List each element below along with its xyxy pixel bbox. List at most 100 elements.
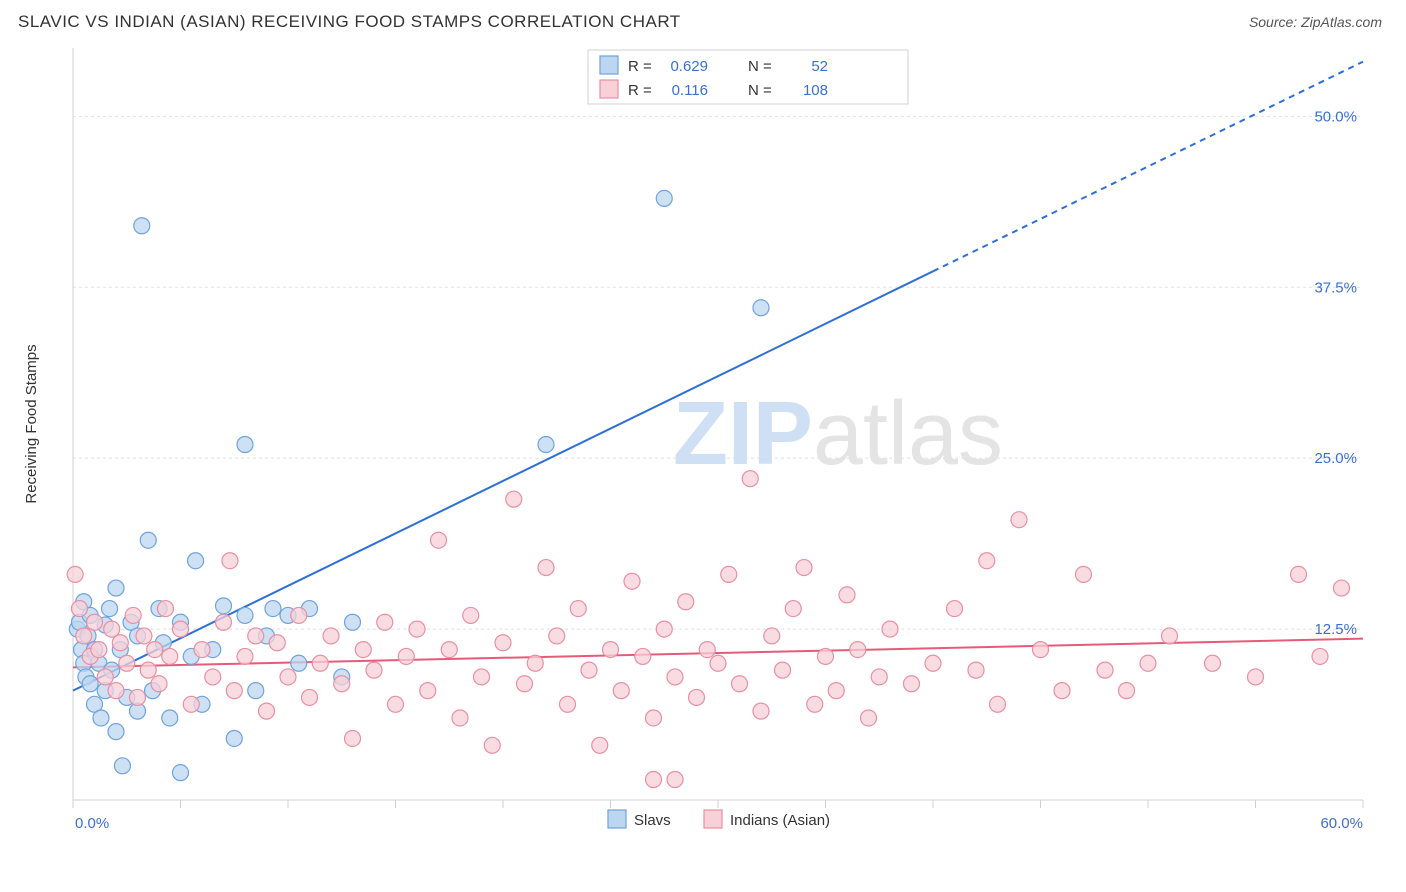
data-point — [136, 628, 152, 644]
data-point — [82, 676, 98, 692]
data-point — [222, 553, 238, 569]
data-point — [538, 437, 554, 453]
data-point — [904, 676, 920, 692]
data-point — [678, 594, 694, 610]
data-point — [291, 607, 307, 623]
data-point — [345, 614, 361, 630]
data-point — [108, 683, 124, 699]
data-point — [97, 669, 113, 685]
chart-source: Source: ZipAtlas.com — [1249, 14, 1382, 30]
watermark: ZIPatlas — [673, 384, 1003, 484]
data-point — [366, 662, 382, 678]
data-point — [603, 642, 619, 658]
data-point — [538, 560, 554, 576]
chart-container: 12.5%25.0%37.5%50.0%ZIPatlasReceiving Fo… — [18, 40, 1388, 870]
data-point — [581, 662, 597, 678]
data-point — [104, 621, 120, 637]
data-point — [850, 642, 866, 658]
chart-title: SLAVIC VS INDIAN (ASIAN) RECEIVING FOOD … — [18, 12, 681, 32]
data-point — [807, 696, 823, 712]
data-point — [265, 601, 281, 617]
data-point — [248, 628, 264, 644]
data-point — [1097, 662, 1113, 678]
data-point — [796, 560, 812, 576]
data-point — [764, 628, 780, 644]
data-point — [76, 628, 92, 644]
data-point — [183, 696, 199, 712]
data-point — [114, 758, 130, 774]
legend-n-label: N = — [748, 82, 772, 99]
data-point — [495, 635, 511, 651]
data-point — [474, 669, 490, 685]
data-point — [323, 628, 339, 644]
legend-swatch — [608, 810, 626, 828]
data-point — [925, 655, 941, 671]
y-tick-label: 50.0% — [1314, 108, 1357, 125]
data-point — [345, 730, 361, 746]
data-point — [656, 621, 672, 637]
data-point — [1312, 648, 1328, 664]
data-point — [355, 642, 371, 658]
data-point — [441, 642, 457, 658]
data-point — [742, 471, 758, 487]
correlation-scatter-chart: 12.5%25.0%37.5%50.0%ZIPatlasReceiving Fo… — [18, 40, 1388, 870]
legend-n-value: 52 — [811, 58, 828, 75]
data-point — [248, 683, 264, 699]
data-point — [216, 598, 232, 614]
data-point — [710, 655, 726, 671]
data-point — [463, 607, 479, 623]
data-point — [173, 621, 189, 637]
data-point — [134, 218, 150, 234]
data-point — [173, 765, 189, 781]
data-point — [269, 635, 285, 651]
data-point — [216, 614, 232, 630]
data-point — [613, 683, 629, 699]
data-point — [140, 662, 156, 678]
data-point — [1248, 669, 1264, 685]
data-point — [656, 190, 672, 206]
data-point — [147, 642, 163, 658]
data-point — [398, 648, 414, 664]
y-tick-label: 12.5% — [1314, 621, 1357, 638]
data-point — [775, 662, 791, 678]
data-point — [1033, 642, 1049, 658]
data-point — [112, 635, 128, 651]
data-point — [119, 655, 135, 671]
data-point — [162, 710, 178, 726]
data-point — [130, 689, 146, 705]
legend-swatch — [600, 56, 618, 74]
data-point — [635, 648, 651, 664]
data-point — [291, 655, 307, 671]
x-tick-label: 0.0% — [75, 815, 109, 832]
data-point — [237, 437, 253, 453]
data-point — [979, 553, 995, 569]
data-point — [1119, 683, 1135, 699]
data-point — [431, 532, 447, 548]
data-point — [409, 621, 425, 637]
data-point — [1054, 683, 1070, 699]
data-point — [67, 566, 83, 582]
data-point — [334, 676, 350, 692]
data-point — [861, 710, 877, 726]
data-point — [205, 669, 221, 685]
legend-r-label: R = — [628, 58, 652, 75]
data-point — [689, 689, 705, 705]
data-point — [226, 683, 242, 699]
data-point — [517, 676, 533, 692]
data-point — [732, 676, 748, 692]
data-point — [188, 553, 204, 569]
data-point — [570, 601, 586, 617]
data-point — [646, 710, 662, 726]
data-point — [990, 696, 1006, 712]
legend-r-value: 0.629 — [670, 58, 708, 75]
data-point — [91, 642, 107, 658]
data-point — [1162, 628, 1178, 644]
data-point — [102, 601, 118, 617]
data-point — [157, 601, 173, 617]
data-point — [592, 737, 608, 753]
data-point — [882, 621, 898, 637]
data-point — [1011, 512, 1027, 528]
data-point — [624, 573, 640, 589]
data-point — [699, 642, 715, 658]
data-point — [968, 662, 984, 678]
